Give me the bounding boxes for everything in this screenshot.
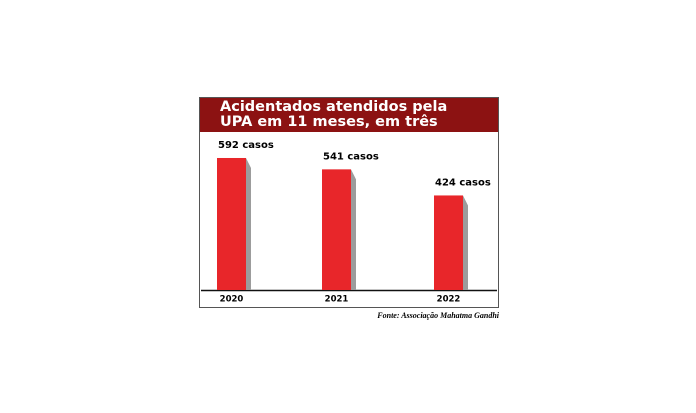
chart-title: Acidentados atendidos pela UPA em 11 mes… [220, 99, 448, 145]
bar-shadow [463, 195, 468, 290]
source: Fonte: Associação Mahatma Gandhi [376, 311, 499, 320]
bar [322, 169, 351, 290]
value-label: 424 casos [435, 177, 491, 188]
bar-shadow [246, 157, 251, 290]
bar [217, 157, 246, 290]
bar [434, 195, 463, 290]
x-tick-label: 2021 [325, 295, 349, 305]
value-label: 541 casos [323, 151, 379, 162]
value-label: 592 casos [218, 140, 274, 151]
title-band: Acidentados atendidos pela UPA em 11 mes… [200, 98, 498, 145]
bar-shadow [351, 169, 356, 290]
chart-frame: Acidentados atendidos pela UPA em 11 mes… [199, 97, 499, 308]
x-tick-label: 2022 [437, 295, 461, 305]
x-tick-label: 2020 [220, 295, 244, 305]
